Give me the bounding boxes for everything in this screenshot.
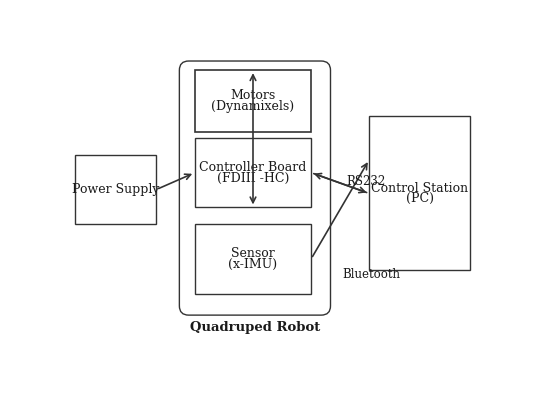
Text: Control Station: Control Station xyxy=(371,182,468,195)
Text: Bluetooth: Bluetooth xyxy=(342,268,400,281)
Text: Sensor: Sensor xyxy=(231,247,275,260)
Text: RS232: RS232 xyxy=(346,175,385,188)
Text: (FDIII -HC): (FDIII -HC) xyxy=(217,172,289,185)
FancyBboxPatch shape xyxy=(369,116,470,270)
Text: Power Supply: Power Supply xyxy=(72,183,159,196)
FancyBboxPatch shape xyxy=(195,138,311,208)
Text: Quadruped Robot: Quadruped Robot xyxy=(190,321,320,334)
FancyBboxPatch shape xyxy=(75,155,156,224)
Text: (PC): (PC) xyxy=(406,192,434,206)
FancyBboxPatch shape xyxy=(180,61,331,315)
Text: (x-IMU): (x-IMU) xyxy=(228,258,278,271)
Text: Controller Board: Controller Board xyxy=(199,161,307,174)
FancyBboxPatch shape xyxy=(195,224,311,294)
Text: Motors: Motors xyxy=(230,89,276,102)
Text: (Dynamixels): (Dynamixels) xyxy=(211,100,295,113)
FancyBboxPatch shape xyxy=(195,70,311,132)
